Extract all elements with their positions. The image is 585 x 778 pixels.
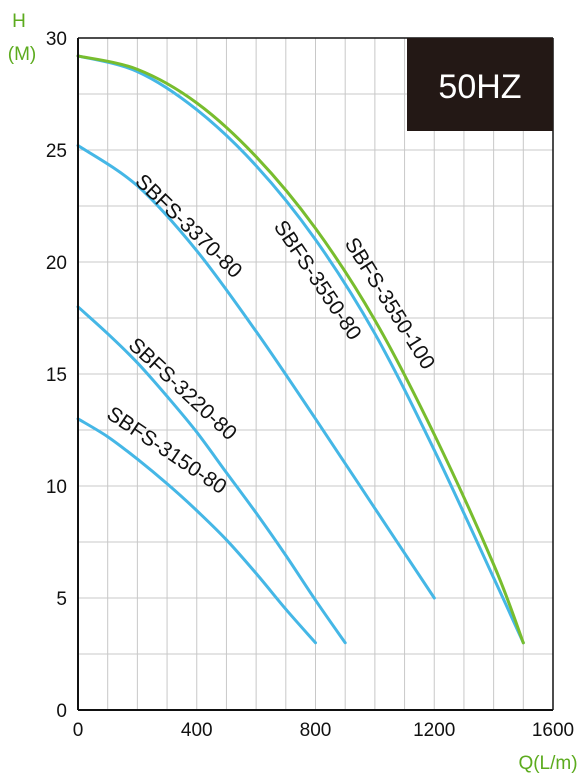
frequency-badge (407, 38, 553, 131)
curve-sbfs-3550-80 (76, 54, 525, 645)
x-tick-label: 1200 (413, 720, 455, 741)
curves (76, 54, 525, 645)
y-tick-label: 10 (46, 477, 67, 498)
y-tick-label: 30 (46, 29, 67, 50)
y-tick-label: 25 (46, 141, 67, 162)
curve-label-sbfs-3370-80: SBFS-3370-80 (131, 170, 247, 283)
x-axis-label: Q(L/m) (518, 753, 577, 774)
y-tick-label: 0 (56, 701, 67, 722)
curve-label-sbfs-3550-100: SBFS-3550-100 (340, 234, 439, 374)
y-tick-label: 5 (56, 589, 67, 610)
curve-sbfs-3370-80 (76, 144, 436, 600)
y-tick-label: 15 (46, 365, 67, 386)
curve-sbfs-3150-80 (76, 417, 317, 645)
tick-labels: 0 400 800 1200 1600 0 5 10 15 20 25 30 (46, 29, 574, 741)
y-axis-label-top: H (12, 11, 26, 32)
y-tick-label: 20 (46, 253, 67, 274)
x-tick-label: 1600 (532, 720, 574, 741)
curve-sbfs-3220-80 (76, 305, 347, 645)
curve-sbfs-3550-100 (76, 54, 525, 645)
x-tick-label: 0 (73, 720, 84, 741)
y-axis-label-unit: (M) (8, 44, 36, 65)
x-tick-label: 400 (181, 720, 213, 741)
frequency-badge-text: 50HZ (438, 68, 521, 106)
x-tick-label: 800 (300, 720, 332, 741)
grid (78, 38, 553, 710)
